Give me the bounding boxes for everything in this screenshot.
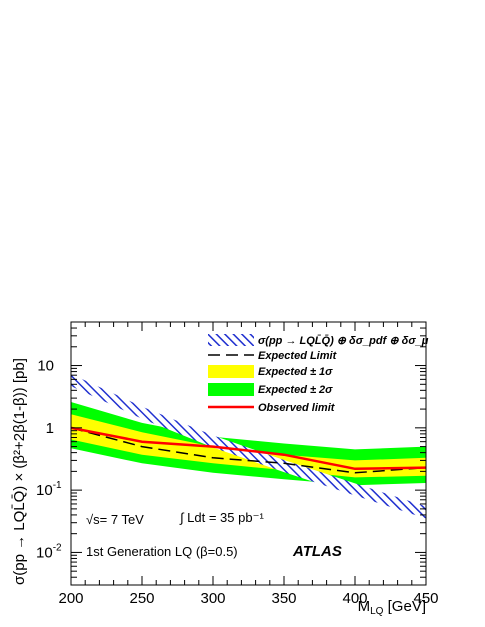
observed-limit-line bbox=[71, 426, 426, 471]
theory-cross-section-band bbox=[71, 374, 426, 519]
legend-entry-band2: Expected ± 2σ bbox=[208, 383, 333, 396]
legend-label-band2: Expected ± 2σ bbox=[258, 384, 333, 396]
legend-entry-observed: Observed limit bbox=[208, 402, 336, 414]
lumi-annotation: ∫ Ldt = 35 pb⁻¹ bbox=[179, 510, 264, 525]
axis-ticks bbox=[70, 321, 427, 586]
y-tick-label: 10 bbox=[37, 358, 54, 375]
expected-1sigma-band bbox=[71, 414, 426, 478]
x-tick-label: 350 bbox=[271, 590, 296, 607]
x-tick-label: 300 bbox=[200, 590, 225, 607]
y-tick-labels: 10-2 10-1 1 10 bbox=[36, 358, 62, 562]
x-tick-label: 450 bbox=[413, 590, 438, 607]
legend-swatch-band1 bbox=[208, 365, 254, 378]
plot-frame bbox=[70, 321, 427, 586]
y-tick-label: 10-2 bbox=[36, 542, 62, 561]
y-tick-label: 1 bbox=[46, 420, 54, 437]
x-tick-label: 400 bbox=[342, 590, 367, 607]
x-axis-title: MLQ [GeV] bbox=[358, 598, 426, 617]
legend-swatch-theory bbox=[208, 334, 254, 346]
legend-entry-expected: Expected Limit bbox=[208, 350, 338, 362]
expected-limit-line bbox=[71, 427, 426, 474]
legend-label-expected: Expected Limit bbox=[258, 350, 338, 362]
y-tick-label: 10-1 bbox=[36, 480, 62, 499]
plot-area bbox=[71, 374, 426, 519]
legend-entry-band1: Expected ± 1σ bbox=[208, 365, 333, 378]
legend-label-band1: Expected ± 1σ bbox=[258, 366, 333, 378]
legend-label-theory: σ(pp → LQL̄Q̄) ⊕ δσ_pdf ⊕ δσ_μ bbox=[258, 335, 429, 347]
experiment-label: ATLAS bbox=[292, 543, 342, 560]
energy-annotation: √s= 7 TeV bbox=[86, 512, 144, 527]
x-tick-labels: 200 250 300 350 400 450 bbox=[58, 590, 438, 607]
y-axis-title: σ(pp → LQL̄Q̄) × (β²+2β(1-β)) [pb] bbox=[11, 358, 28, 585]
legend-entry-theory: σ(pp → LQL̄Q̄) ⊕ δσ_pdf ⊕ δσ_μ bbox=[208, 334, 429, 347]
x-tick-label: 250 bbox=[129, 590, 154, 607]
legend-label-observed: Observed limit bbox=[258, 402, 336, 414]
legend: σ(pp → LQL̄Q̄) ⊕ δσ_pdf ⊕ δσ_μ Expected … bbox=[208, 334, 429, 414]
generation-annotation: 1st Generation LQ (β=0.5) bbox=[86, 544, 238, 559]
legend-swatch-band2 bbox=[208, 383, 254, 396]
x-tick-label: 200 bbox=[58, 590, 83, 607]
